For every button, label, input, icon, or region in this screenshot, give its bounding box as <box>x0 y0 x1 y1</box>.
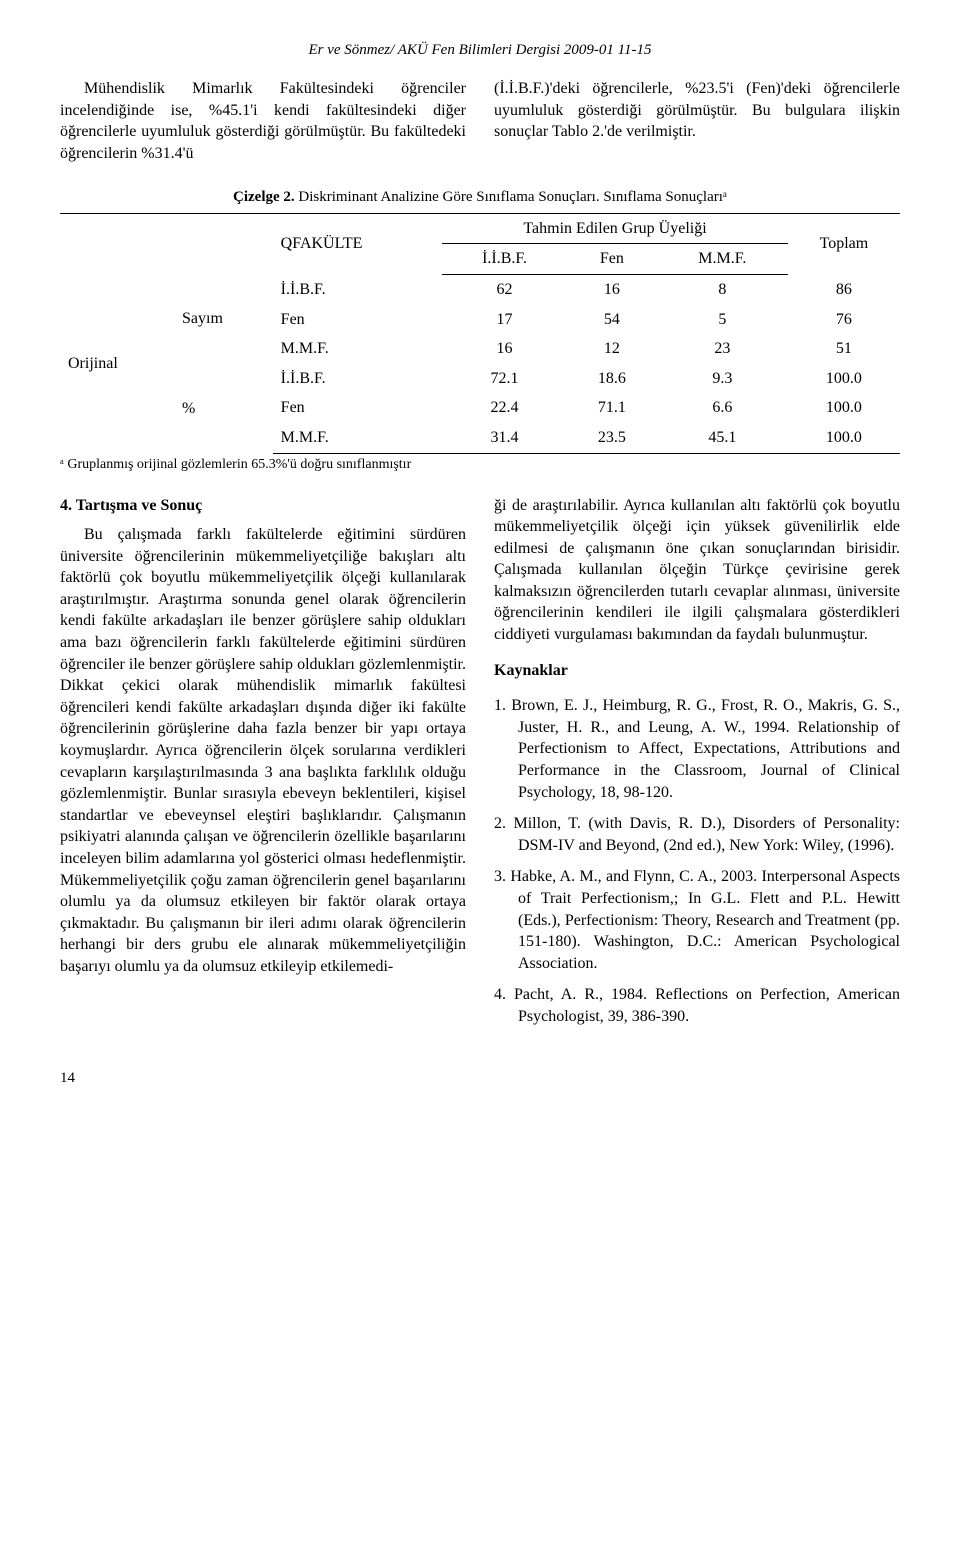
cell: 45.1 <box>657 423 788 453</box>
cell: 8 <box>657 275 788 305</box>
reference-item: 2. Millon, T. (with Davis, R. D.), Disor… <box>494 813 900 856</box>
intro-left: Mühendislik Mimarlık Fakültesindeki öğre… <box>60 78 466 164</box>
cell: 16 <box>442 334 567 364</box>
cell: 23 <box>657 334 788 364</box>
cell-fakulte: İ.İ.B.F. <box>273 275 443 305</box>
references-title: Kaynaklar <box>494 660 900 682</box>
body-columns: 4. Tartışma ve Sonuç Bu çalışmada farklı… <box>60 495 900 1038</box>
reference-item: 4. Pacht, A. R., 1984. Reflections on Pe… <box>494 984 900 1027</box>
right-continuation: ği de araştırılabilir. Ayrıca kullanılan… <box>494 495 900 646</box>
cell-fakulte: M.M.F. <box>273 334 443 364</box>
toplam-header: Toplam <box>788 213 900 274</box>
references-list: 1. Brown, E. J., Heimburg, R. G., Frost,… <box>494 695 900 1027</box>
cell: 51 <box>788 334 900 364</box>
cell: 22.4 <box>442 393 567 423</box>
cell: 23.5 <box>567 423 657 453</box>
table-row: Orijinal Sayım İ.İ.B.F. 62 16 8 86 <box>60 275 900 305</box>
cell: 54 <box>567 305 657 335</box>
right-column: ği de araştırılabilir. Ayrıca kullanılan… <box>494 495 900 1038</box>
cell: 31.4 <box>442 423 567 453</box>
cell: 17 <box>442 305 567 335</box>
section-4-body: Bu çalışmada farklı fakültelerde eğitimi… <box>60 524 466 977</box>
intro-columns: Mühendislik Mimarlık Fakültesindeki öğre… <box>60 78 900 164</box>
cell: 100.0 <box>788 393 900 423</box>
cell-fakulte: Fen <box>273 393 443 423</box>
cell: 6.6 <box>657 393 788 423</box>
col-mmf: M.M.F. <box>657 244 788 275</box>
cell: 86 <box>788 275 900 305</box>
cell: 12 <box>567 334 657 364</box>
cell: 76 <box>788 305 900 335</box>
stub-percent: % <box>174 364 273 453</box>
group-header: Tahmin Edilen Grup Üyeliği <box>442 213 788 244</box>
col-iibf: İ.İ.B.F. <box>442 244 567 275</box>
cell: 72.1 <box>442 364 567 394</box>
cell: 100.0 <box>788 364 900 394</box>
qfakulte-header: QFAKÜLTE <box>273 213 443 274</box>
table-caption-text: Diskriminant Analizine Göre Sınıflama So… <box>295 189 727 205</box>
intro-right: (İ.İ.B.F.)'deki öğrencilerle, %23.5'i (F… <box>494 78 900 164</box>
cell-fakulte: M.M.F. <box>273 423 443 453</box>
classification-table: QFAKÜLTE Tahmin Edilen Grup Üyeliği Topl… <box>60 213 900 454</box>
cell: 5 <box>657 305 788 335</box>
col-fen: Fen <box>567 244 657 275</box>
table-footnote: ᵃ Gruplanmış orijinal gözlemlerin 65.3%'… <box>60 456 900 475</box>
cell-fakulte: İ.İ.B.F. <box>273 364 443 394</box>
reference-item: 1. Brown, E. J., Heimburg, R. G., Frost,… <box>494 695 900 803</box>
cell: 18.6 <box>567 364 657 394</box>
stub-orijinal: Orijinal <box>60 275 174 454</box>
section-4-title: 4. Tartışma ve Sonuç <box>60 495 466 517</box>
table-caption-label: Çizelge 2. <box>233 189 295 205</box>
left-column: 4. Tartışma ve Sonuç Bu çalışmada farklı… <box>60 495 466 1038</box>
cell: 16 <box>567 275 657 305</box>
cell: 9.3 <box>657 364 788 394</box>
running-head: Er ve Sönmez/ AKÜ Fen Bilimleri Dergisi … <box>60 40 900 60</box>
table-row: % İ.İ.B.F. 72.1 18.6 9.3 100.0 <box>60 364 900 394</box>
stub-sayim: Sayım <box>174 275 273 364</box>
cell: 62 <box>442 275 567 305</box>
cell-fakulte: Fen <box>273 305 443 335</box>
page-number: 14 <box>60 1068 900 1088</box>
reference-item: 3. Habke, A. M., and Flynn, C. A., 2003.… <box>494 866 900 974</box>
cell: 71.1 <box>567 393 657 423</box>
table-caption: Çizelge 2. Diskriminant Analizine Göre S… <box>60 187 900 207</box>
cell: 100.0 <box>788 423 900 453</box>
